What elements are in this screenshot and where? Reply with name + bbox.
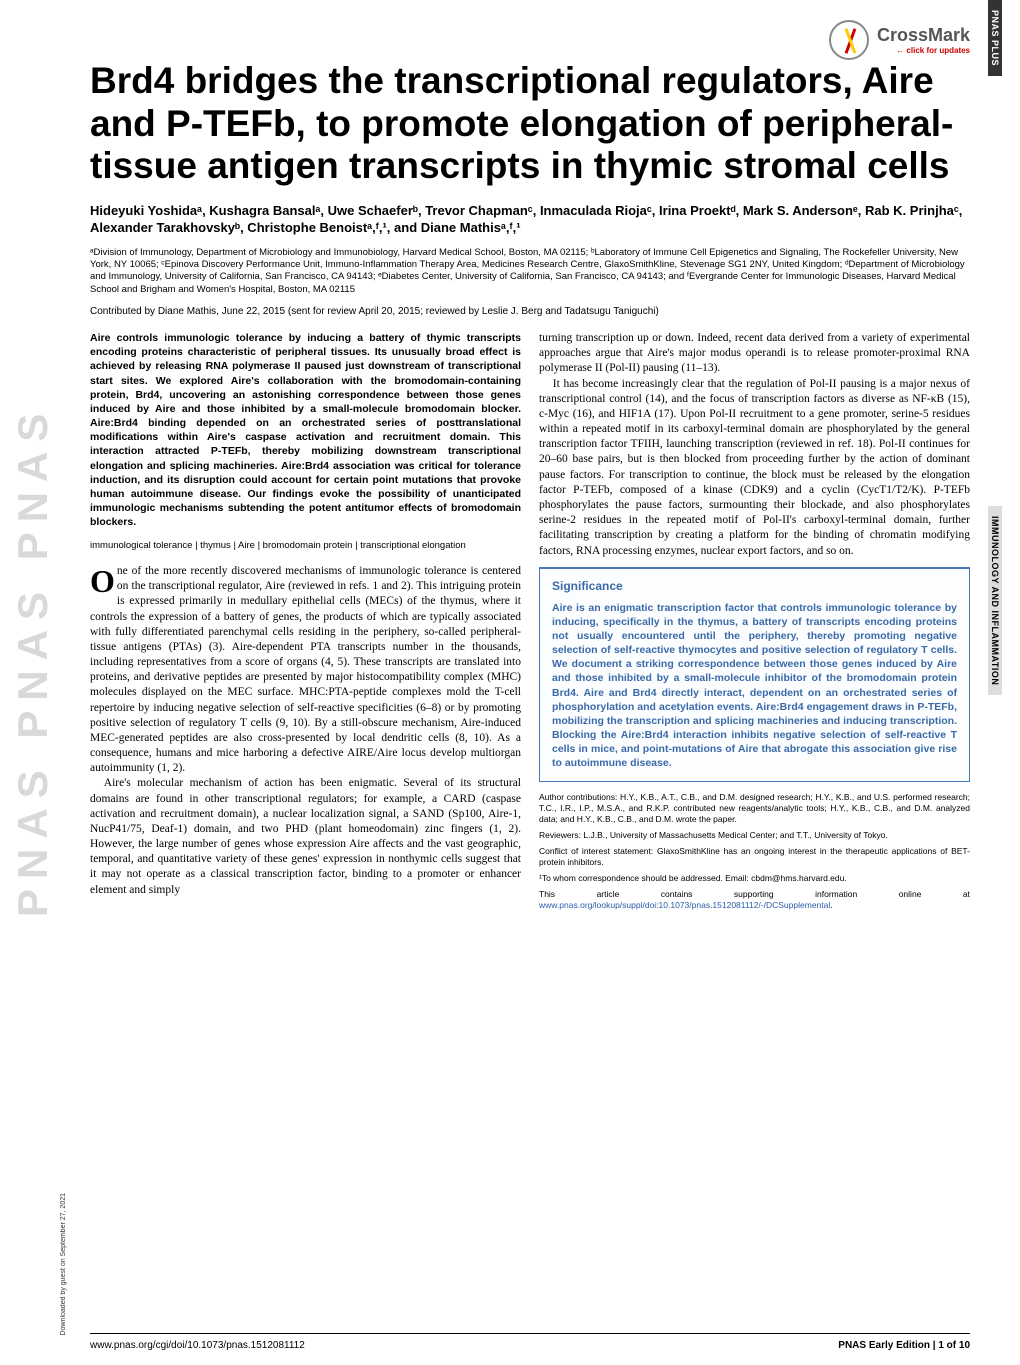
significance-box: Significance Aire is an enigmatic transc… (539, 567, 970, 782)
intro-p2: Aire's molecular mechanism of action has… (90, 776, 521, 897)
correspondence: ¹To whom correspondence should be addres… (539, 873, 970, 884)
significance-heading: Significance (552, 579, 957, 595)
crossmark-icon (829, 20, 869, 60)
author-contributions: Author contributions: H.Y., K.B., A.T., … (539, 792, 970, 825)
intro-p1: ne of the more recently discovered mecha… (90, 565, 521, 774)
footer-page-number: PNAS Early Edition | 1 of 10 (838, 1340, 970, 1351)
right-p1: turning transcription up or down. Indeed… (539, 331, 970, 377)
two-column-body: Aire controls immunologic tolerance by i… (90, 331, 970, 916)
article-title: Brd4 bridges the transcriptional regulat… (90, 60, 970, 188)
significance-text: Aire is an enigmatic transcription facto… (552, 601, 957, 771)
author-notes: Author contributions: H.Y., K.B., A.T., … (539, 792, 970, 911)
download-timestamp: Downloaded by guest on September 27, 202… (60, 1193, 67, 1335)
crossmark-label: CrossMark (877, 25, 970, 45)
left-column: Aire controls immunologic tolerance by i… (90, 331, 521, 916)
supp-post: . (830, 900, 832, 910)
conflict-of-interest: Conflict of interest statement: GlaxoSmi… (539, 846, 970, 868)
dropcap: O (90, 564, 117, 596)
supplemental-note: This article contains supporting informa… (539, 889, 970, 911)
supplemental-link[interactable]: www.pnas.org/lookup/suppl/doi:10.1073/pn… (539, 900, 830, 910)
contributed-line: Contributed by Diane Mathis, June 22, 20… (90, 306, 970, 317)
section-tag: IMMUNOLOGY AND INFLAMMATION (988, 506, 1002, 695)
right-column: turning transcription up or down. Indeed… (539, 331, 970, 916)
crossmark-sub: ← click for updates (877, 46, 970, 55)
crossmark-badge[interactable]: CrossMark ← click for updates (829, 20, 971, 60)
keywords-line: immunological tolerance | thymus | Aire … (90, 540, 521, 553)
right-p2: It has become increasingly clear that th… (539, 377, 970, 559)
author-list: Hideyuki Yoshidaᵃ, Kushagra Bansalᵃ, Uwe… (90, 202, 970, 237)
reviewers: Reviewers: L.J.B., University of Massach… (539, 830, 970, 841)
abstract-text: Aire controls immunologic tolerance by i… (90, 331, 521, 529)
affiliations: ᵃDivision of Immunology, Department of M… (90, 247, 970, 296)
supp-pre: This article contains supporting informa… (539, 889, 970, 899)
page-footer: www.pnas.org/cgi/doi/10.1073/pnas.151208… (90, 1333, 970, 1351)
pnas-watermark-banner: PNAS PNAS PNAS (8, 60, 58, 1260)
right-margin-tags: PNAS PLUS IMMUNOLOGY AND INFLAMMATION (988, 0, 1012, 695)
intro-body: One of the more recently discovered mech… (90, 564, 521, 898)
pnas-plus-tag: PNAS PLUS (988, 0, 1002, 76)
footer-doi: www.pnas.org/cgi/doi/10.1073/pnas.151208… (90, 1340, 305, 1351)
